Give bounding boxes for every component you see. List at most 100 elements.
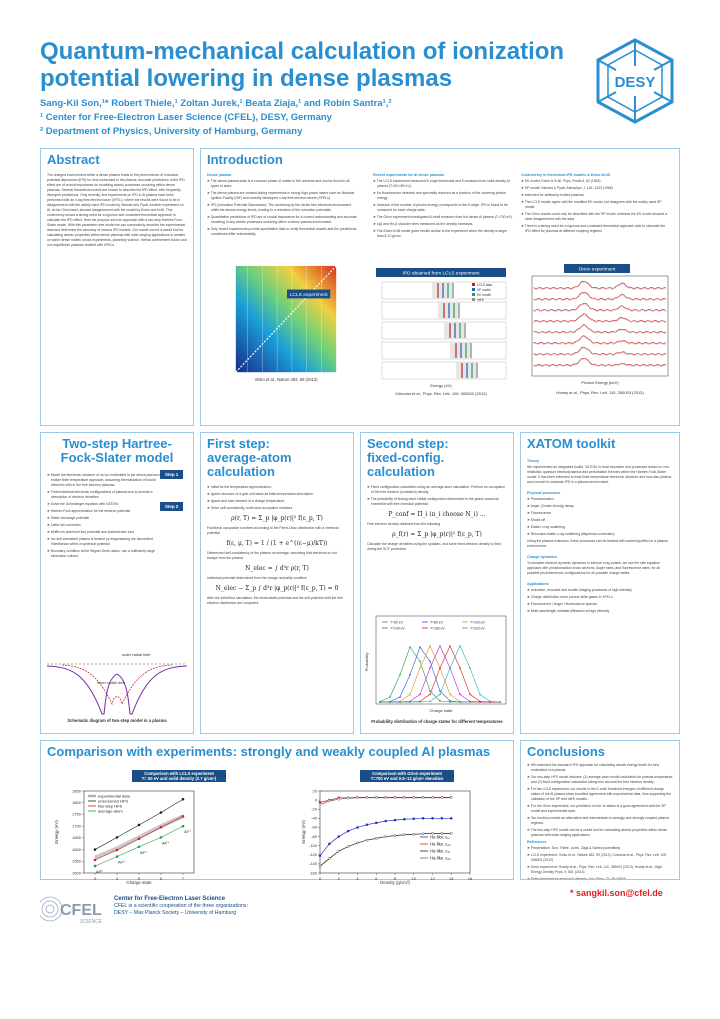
xatom-panel: XATOM toolkit Theory We implemented an i… bbox=[520, 432, 680, 734]
lcls-series-point bbox=[93, 864, 97, 868]
lcls-box-line2: T= 50 eV and solid density (2.7 g/cm³) bbox=[141, 776, 217, 781]
two-step-diagram: outer radial limit inner radial limit Sc… bbox=[46, 652, 188, 723]
intro-col3-item: ➤ SP model: Stewart & Pyatt, Astrophys. … bbox=[521, 186, 613, 190]
lcls-series-point bbox=[137, 845, 141, 849]
two-step-panel: Two-step Hartree-Fock-Slater model ➤ Mod… bbox=[40, 432, 194, 734]
intro-col2-heading: Recent experiments for Al dense plasmas bbox=[373, 173, 445, 177]
poster-title: Quantum-mechanical calculation of ioniza… bbox=[40, 38, 580, 92]
intro-col2-item: ➤ The LCLS experiment measured K-edge th… bbox=[373, 179, 510, 188]
intro-col1-item: ➤ The dense plasma are created during ex… bbox=[207, 191, 355, 200]
xatom-physical-item: ➤ Shake-off bbox=[527, 518, 546, 522]
probability-legend-label: T=180 eV bbox=[430, 627, 446, 631]
ipd-legend-label: LCLS data bbox=[477, 283, 492, 287]
orion-series-point bbox=[449, 796, 453, 800]
xatom-app-item: ➤ Ionization, resonant and double imagin… bbox=[527, 588, 632, 592]
orion-spectrum-trace bbox=[533, 313, 667, 322]
orion-x-tick-label: 0 bbox=[319, 876, 322, 881]
lcls-y-tick-label: 1800 bbox=[72, 800, 82, 805]
orion-series-point bbox=[346, 829, 350, 833]
xatom-theory-heading: Theory bbox=[527, 459, 539, 463]
orion-series-point bbox=[318, 803, 322, 806]
ipd-chart-label: IPD obtained from LCLS experiment bbox=[402, 271, 480, 277]
orion-spectrum-trace bbox=[533, 292, 667, 300]
ipd-legend-swatch bbox=[472, 298, 475, 301]
lcls-x-tick-label: 4 bbox=[116, 876, 119, 881]
conclusion-item: ➤ We extended the standard HFS approach … bbox=[527, 763, 660, 772]
intro-col3-item: ➤ extended for arbitrarily excited plasm… bbox=[521, 193, 584, 197]
desy-logo: DESY bbox=[596, 38, 674, 124]
orion-spectrum-model bbox=[533, 314, 667, 323]
second-step-item: ➤ Fixed configuration calculation using … bbox=[367, 485, 505, 494]
conclusion-item: ➤ For the Orion experiment, our predicti… bbox=[527, 804, 666, 813]
ipd-legend-label: SP model bbox=[477, 288, 491, 292]
first-step-desc5: After the initial first calculation, the… bbox=[207, 596, 344, 605]
ipd-panel-frame bbox=[381, 361, 507, 380]
lcls-legend-label: experimental data bbox=[98, 794, 131, 799]
xatom-app-item: ➤ Charge distribution more precise finit… bbox=[527, 595, 613, 599]
orion-series-point bbox=[356, 826, 359, 829]
orion-series-point bbox=[346, 796, 350, 800]
orion-y-tick-label: -160 bbox=[309, 870, 318, 875]
abstract-panel: Abstract The charged environment within … bbox=[40, 148, 194, 426]
two-step-item: ➤ Slater exchange potential bbox=[47, 516, 90, 520]
xatom-physical-item: ➤ Resonant elastic x-ray scattering (dis… bbox=[527, 532, 615, 536]
xatom-physical-item: ➤ Elastic x-ray scattering bbox=[527, 525, 565, 529]
lcls-x-tick-label: 6 bbox=[160, 876, 163, 881]
footer-line-1: Center for Free-Electron Laser Science bbox=[114, 896, 226, 902]
orion-series-point bbox=[421, 832, 425, 836]
intro-col3-item: ➤ The LCLS results agree with the modifi… bbox=[521, 200, 662, 209]
lcls-x-axis-label: Charge state bbox=[126, 880, 152, 885]
orion-series-point bbox=[374, 821, 378, 825]
orion-series-point bbox=[337, 797, 341, 801]
lcls-series-point bbox=[115, 848, 119, 852]
second-step-item: ➤ The probability of finding each orbita… bbox=[367, 497, 499, 506]
orion-spectrum-trace bbox=[533, 335, 667, 344]
orion-spectrum-model bbox=[533, 282, 667, 290]
orion-x-tick-label: 12 bbox=[430, 876, 435, 881]
lcls-series-point bbox=[181, 815, 185, 818]
cfel-logo: CFEL SCIENCE bbox=[40, 896, 103, 925]
orion-series-point bbox=[318, 854, 322, 857]
cfel-footer-text: Center for Free-Electron Laser Science C… bbox=[114, 896, 248, 917]
conclusion-item: ➤ The two-step HFS model can be a useful… bbox=[527, 828, 668, 837]
intro-col2-item: ➤ Increase of the number of photon energ… bbox=[373, 203, 508, 212]
intro-col2-item: ➤ Ka fluorescence detected and spectrall… bbox=[373, 191, 507, 200]
step-1-tag: Step 1 bbox=[160, 470, 184, 479]
orion-series-point bbox=[449, 817, 453, 820]
intro-col3-item: ➤ The Orion results could only be descri… bbox=[521, 212, 667, 221]
lcls-legend-label: unscreened HFS bbox=[98, 799, 128, 804]
orion-series-point bbox=[384, 835, 387, 838]
lcls-legend-label: average-atom bbox=[98, 809, 123, 814]
intro-col2-item: ➤ The Ecker-Kröll model gives results si… bbox=[373, 229, 508, 238]
first-step-item: ➤ Ignore and lose element of a charge te… bbox=[207, 499, 286, 503]
orion-spectrum-trace bbox=[533, 280, 667, 289]
affiliation-2: ² Department of Physics, University of H… bbox=[40, 126, 303, 137]
contact-email[interactable]: * sangkil.son@cfel.de bbox=[570, 888, 663, 898]
orion-chart-cite: Hoarty et al., Phys. Rev. Lett. 110, 265… bbox=[556, 390, 644, 395]
orion-y-tick-label: -60 bbox=[311, 825, 318, 830]
orion-series-point bbox=[356, 841, 359, 845]
first-step-item: ➤ Initial for the temperature approximat… bbox=[207, 485, 272, 489]
orion-x-tick-label: 2 bbox=[338, 876, 341, 881]
lcls-y-tick-label: 1700 bbox=[72, 823, 82, 828]
orion-x-tick-label: 4 bbox=[356, 876, 359, 881]
orion-x-tick-label: 8 bbox=[394, 876, 397, 881]
orion-spectra-group bbox=[533, 280, 667, 367]
orion-x-tick-label: 14 bbox=[449, 876, 454, 881]
intro-col1-list: ➤ The dense plasma state is a common pha… bbox=[207, 179, 357, 237]
xatom-app-list: ➤ Ionization, resonant and double imagin… bbox=[527, 588, 673, 614]
probability-legend-label: T=220 eV bbox=[470, 627, 486, 631]
xatom-physical-item: ➤ Auger (Coster-Kronig) decay bbox=[527, 504, 574, 508]
intro-col3-heading: Controversy in theoretical IPD models & … bbox=[521, 173, 610, 177]
two-step-item: ➤ Hartree-Fock approximation for the ele… bbox=[47, 509, 131, 513]
lcls-series-point bbox=[93, 848, 97, 851]
xatom-app-item: ➤ Multi-wavelength ultrafast diffraction… bbox=[527, 609, 610, 613]
lcls-series-point bbox=[181, 797, 185, 801]
probability-legend-label: T=140 eV bbox=[390, 627, 406, 631]
first-step-list: ➤ Initial for the temperature approximat… bbox=[207, 485, 347, 511]
intro-col1-item: ➤ Quantitative predictions of IPD are of… bbox=[207, 215, 357, 224]
first-step-eq4: N_elec − Σ_p ∫ d³r |φ_p(r)|² f(ε_p, T) =… bbox=[215, 585, 339, 592]
conclusion-item: ➤ Our two-step HFS model includes: (1) a… bbox=[527, 775, 673, 784]
second-step-list: ➤ Fixed configuration calculation using … bbox=[367, 485, 507, 507]
authors: Sang-Kil Son,¹* Robert Thiele,¹ Zoltan J… bbox=[40, 98, 392, 109]
